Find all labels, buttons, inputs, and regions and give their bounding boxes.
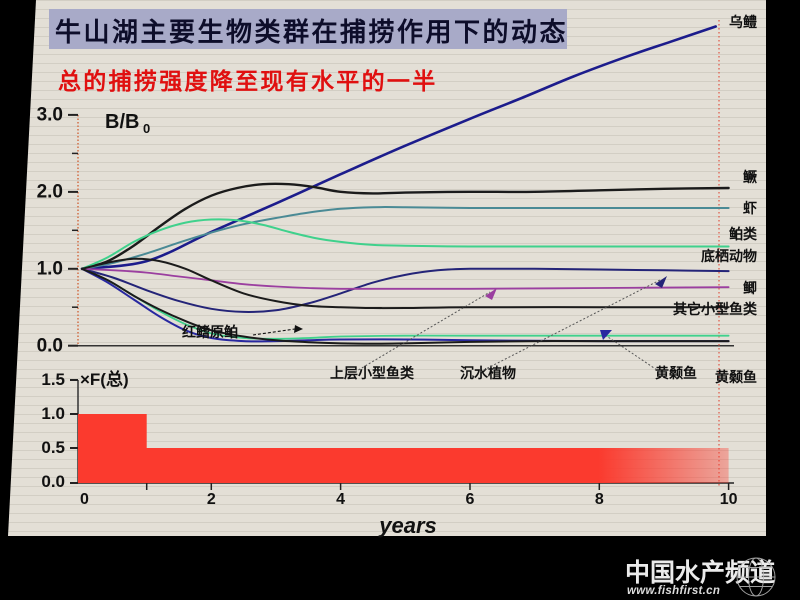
svg-text:中国水产频道: 中国水产频道 — [625, 558, 775, 587]
svg-text:www.fishfirst.cn: www.fishfirst.cn — [627, 585, 720, 597]
